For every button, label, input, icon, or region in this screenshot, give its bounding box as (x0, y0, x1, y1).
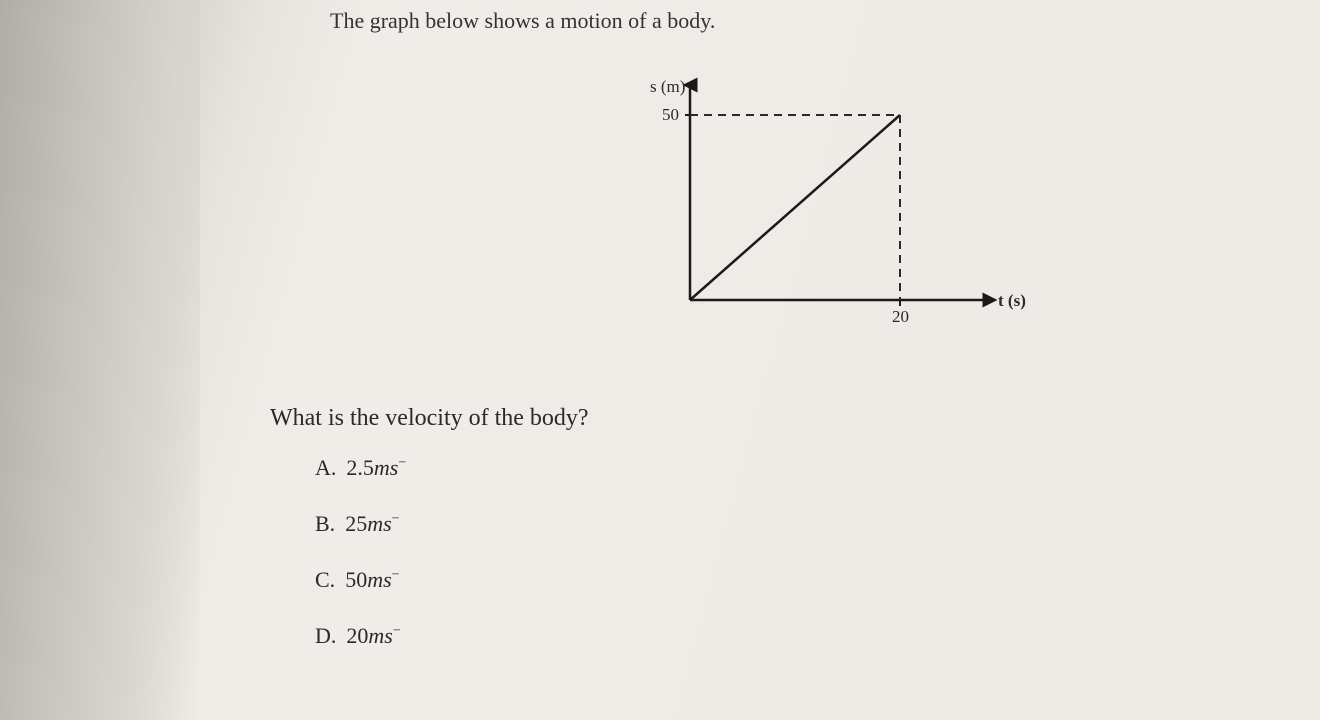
option-c: C. 50ms− (315, 567, 406, 593)
option-b-value: 25 (345, 511, 367, 536)
document-content: The graph below shows a motion of a body… (0, 0, 1320, 8)
option-d-unit: ms (368, 623, 392, 648)
option-a: A. 2.5ms− (315, 455, 406, 481)
option-c-unit: ms (367, 567, 391, 592)
x-tick-label: 20 (892, 307, 909, 326)
answer-options: A.2.5ms− B.25ms− C.50ms− D.20ms− (315, 455, 406, 679)
y-axis-label: s (m) (650, 77, 685, 96)
option-d-exp: − (393, 624, 401, 639)
option-d-letter: D. (315, 623, 336, 648)
option-d-value: 20 (346, 623, 368, 648)
intro-text: The graph below shows a motion of a body… (330, 8, 715, 34)
motion-graph: s (m) 50 20 t (s) (620, 70, 1040, 350)
y-tick-label: 50 (662, 105, 679, 124)
option-c-value: 50 (345, 567, 367, 592)
option-a-letter: A. (315, 455, 336, 480)
option-c-letter: C. (315, 567, 335, 592)
question-text: What is the velocity of the body? (270, 405, 589, 432)
option-c-exp: − (392, 568, 400, 583)
option-d: D. 20ms− (315, 623, 406, 649)
chart-svg: s (m) 50 20 t (s) (620, 70, 1040, 350)
option-b-letter: B. (315, 511, 335, 536)
option-a-unit: ms (374, 455, 398, 480)
option-b: B. 25ms− (315, 511, 406, 537)
data-line (690, 115, 900, 300)
option-a-value: 2.5 (346, 455, 374, 480)
option-b-exp: − (392, 512, 400, 527)
page-fold-shadow (0, 0, 200, 720)
x-axis-label: t (s) (998, 291, 1026, 310)
option-a-exp: − (398, 456, 406, 471)
option-b-unit: ms (367, 511, 391, 536)
